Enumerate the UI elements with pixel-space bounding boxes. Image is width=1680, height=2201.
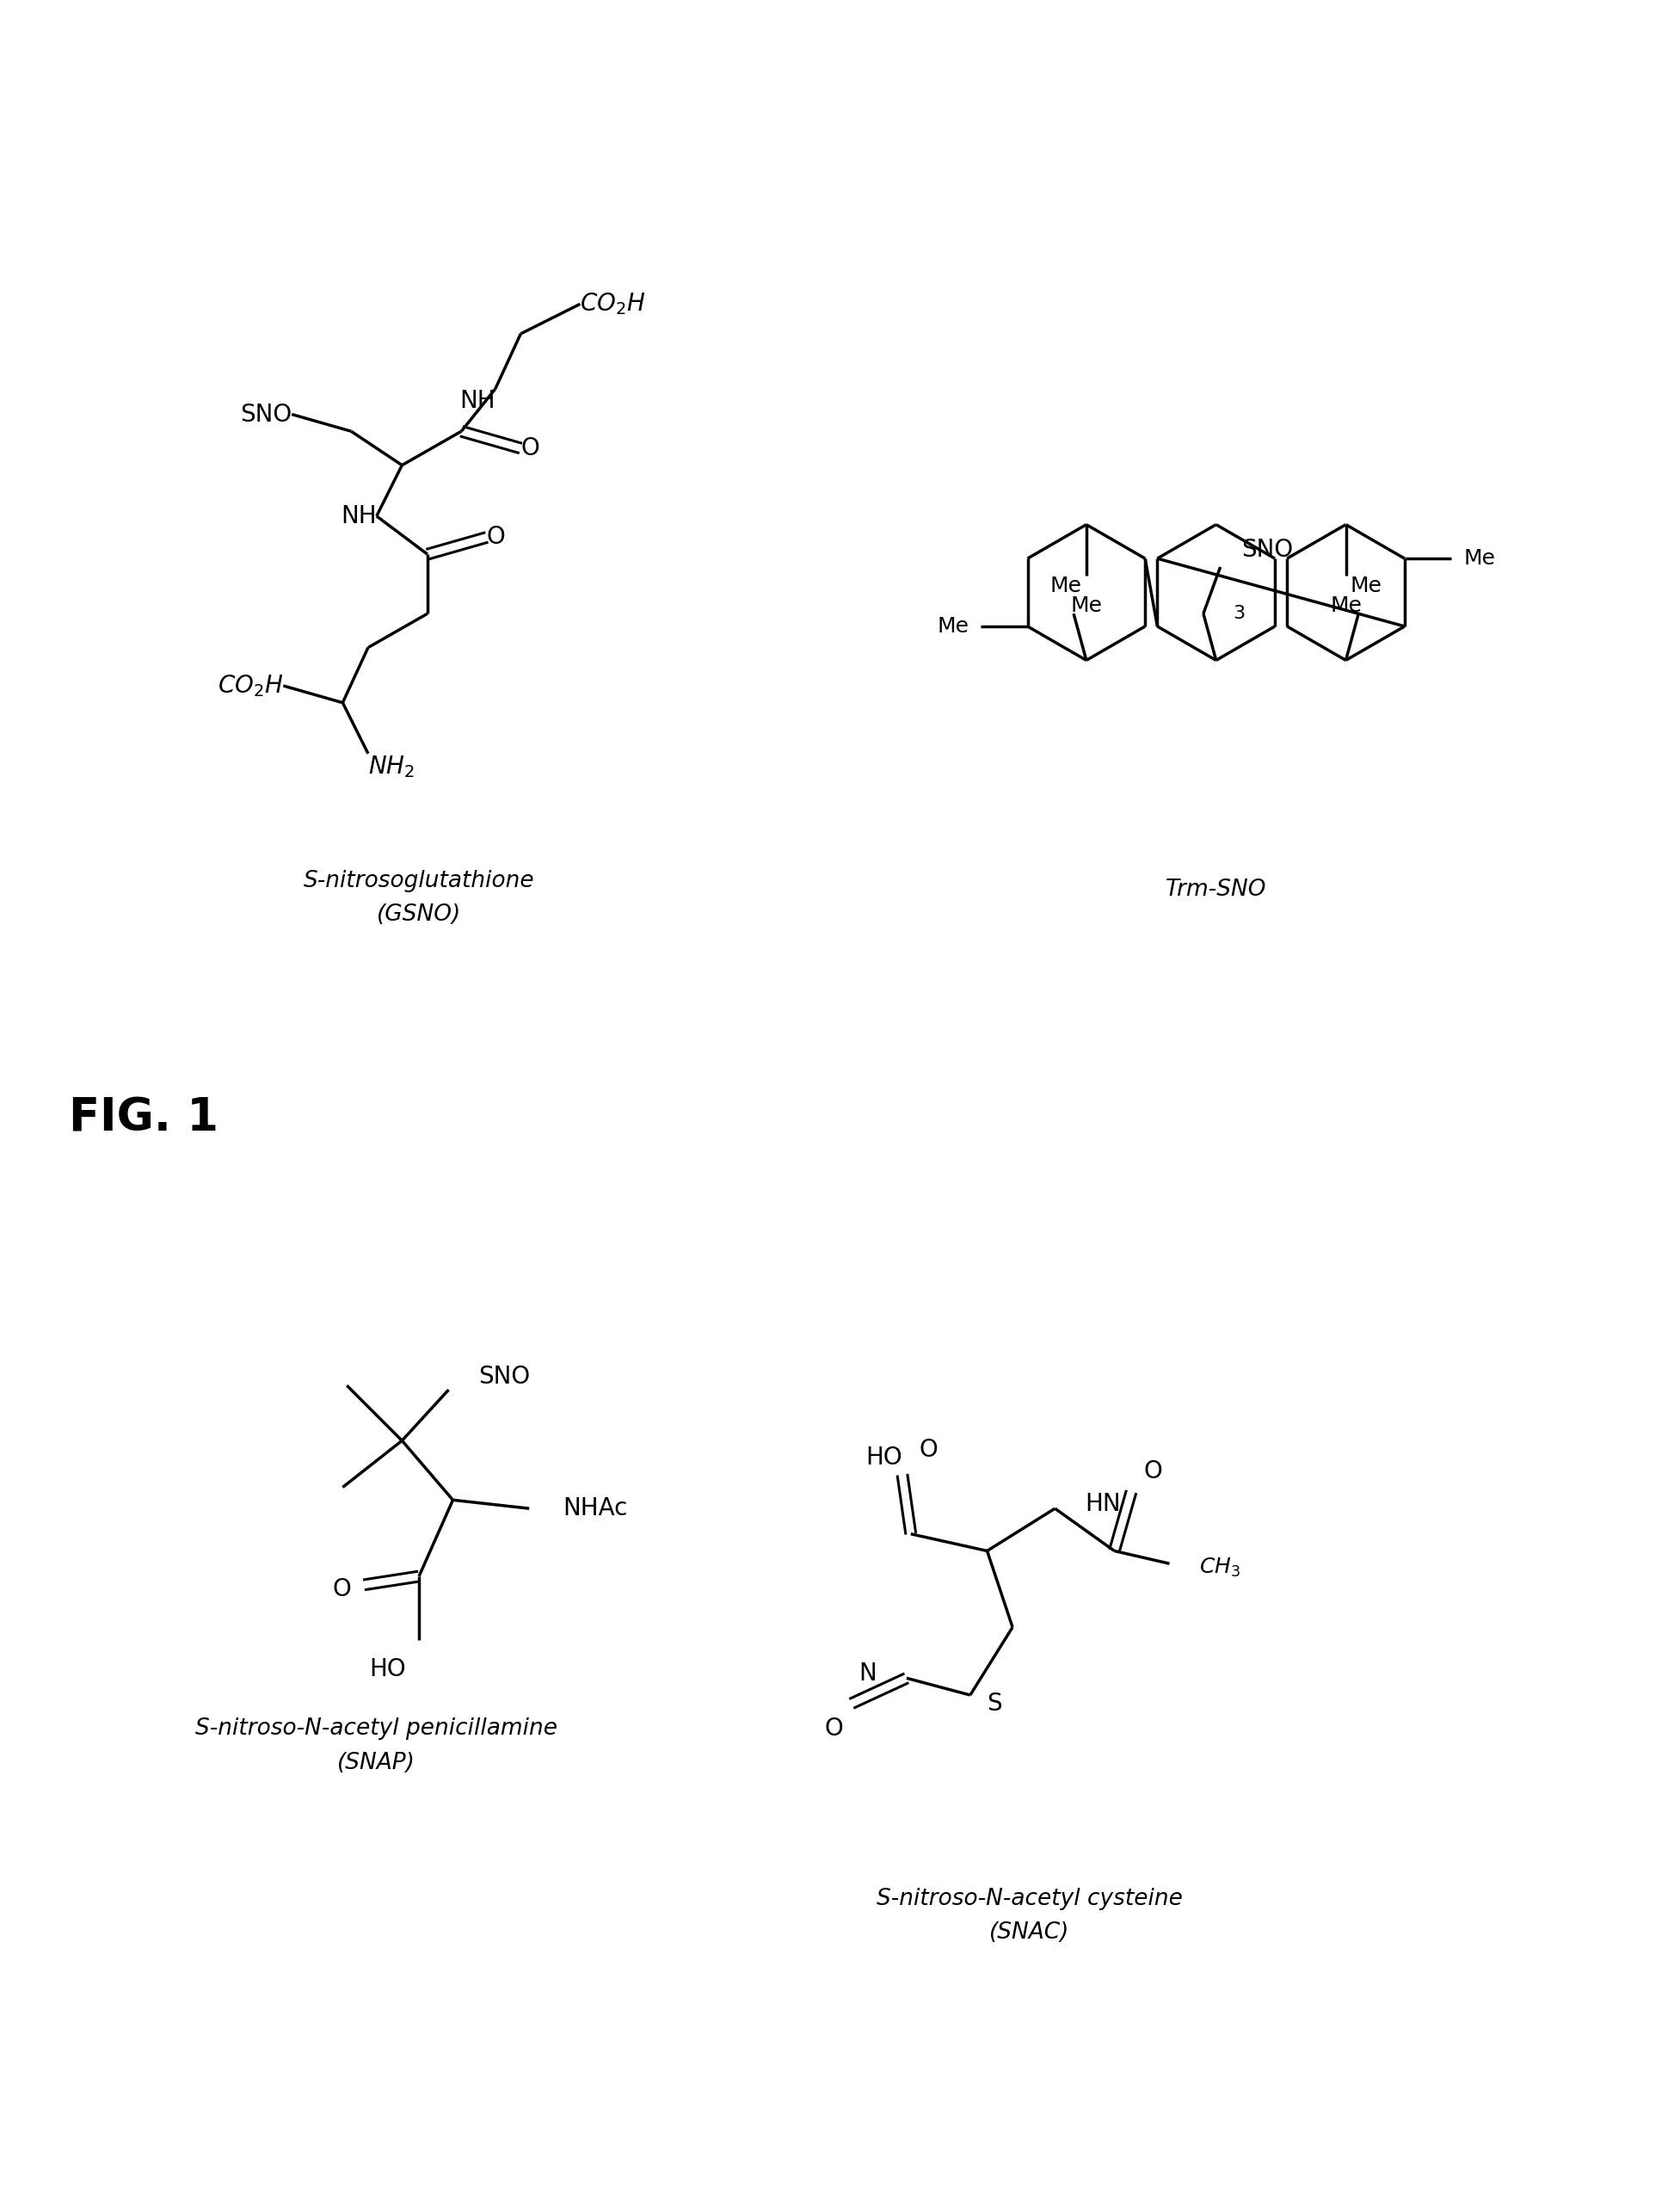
Text: Me: Me	[1070, 596, 1102, 616]
Text: Me: Me	[1351, 574, 1383, 596]
Text: O: O	[1144, 1459, 1163, 1483]
Text: Me: Me	[937, 616, 969, 636]
Text: S-nitroso-N-acetyl penicillamine: S-nitroso-N-acetyl penicillamine	[195, 1717, 558, 1741]
Text: O: O	[487, 526, 506, 550]
Text: FIG. 1: FIG. 1	[69, 1096, 218, 1140]
Text: HO: HO	[370, 1657, 407, 1682]
Text: SNO: SNO	[1242, 537, 1294, 561]
Text: $CO_2H$: $CO_2H$	[580, 291, 645, 317]
Text: (SNAC): (SNAC)	[990, 1921, 1070, 1943]
Text: HO: HO	[865, 1446, 902, 1470]
Text: (GSNO): (GSNO)	[376, 905, 462, 927]
Text: SNO: SNO	[479, 1365, 531, 1389]
Text: $CH_3$: $CH_3$	[1200, 1556, 1240, 1578]
Text: HN: HN	[1085, 1492, 1121, 1516]
Text: $CO_2H$: $CO_2H$	[217, 674, 284, 698]
Text: S-nitroso-N-acetyl cysteine: S-nitroso-N-acetyl cysteine	[877, 1888, 1183, 1910]
Text: Trm-SNO: Trm-SNO	[1166, 878, 1267, 900]
Text: NH: NH	[341, 504, 376, 528]
Text: Me: Me	[1463, 548, 1495, 568]
Text: N: N	[858, 1662, 877, 1686]
Text: O: O	[521, 436, 539, 460]
Text: S-nitrosoglutathione: S-nitrosoglutathione	[304, 869, 534, 891]
Text: Me: Me	[1331, 596, 1362, 616]
Text: S: S	[988, 1693, 1003, 1715]
Text: (SNAP): (SNAP)	[338, 1752, 415, 1774]
Text: 3: 3	[1233, 605, 1245, 623]
Text: O: O	[919, 1437, 937, 1461]
Text: NHAc: NHAc	[563, 1497, 628, 1521]
Text: SNO: SNO	[240, 403, 292, 427]
Text: O: O	[333, 1578, 351, 1600]
Text: Me: Me	[1050, 574, 1082, 596]
Text: O: O	[825, 1717, 843, 1741]
Text: $NH_2$: $NH_2$	[368, 753, 415, 779]
Text: NH: NH	[460, 390, 496, 414]
